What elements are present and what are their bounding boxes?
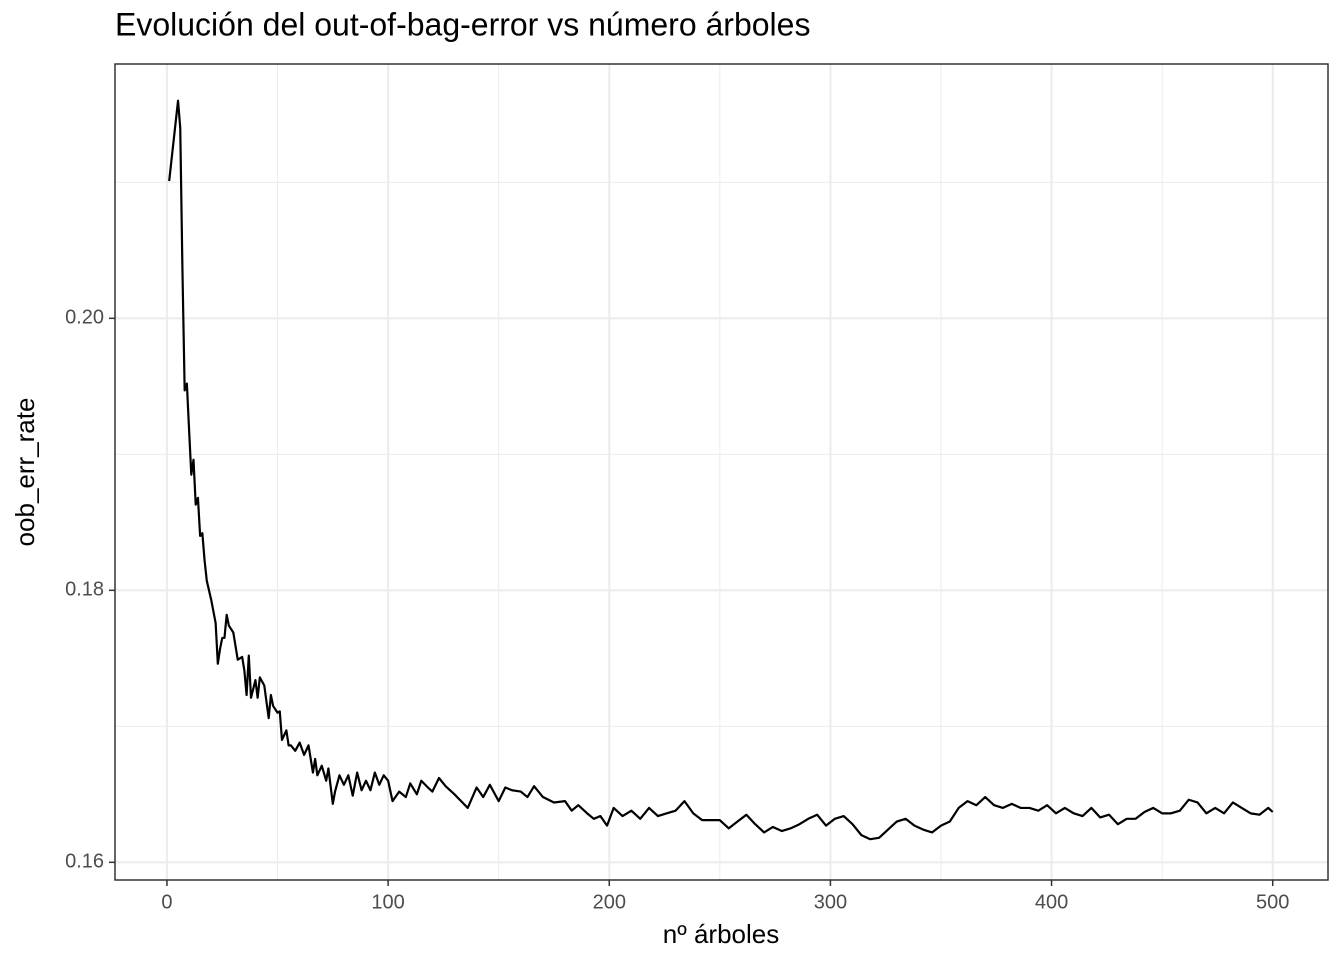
x-tick-label: 200: [593, 891, 626, 913]
x-tick-label: 400: [1035, 891, 1068, 913]
x-axis-title: nº árboles: [663, 919, 779, 949]
y-axis-title: oob_err_rate: [10, 398, 40, 547]
x-tick-label: 0: [161, 891, 172, 913]
x-tick-label: 300: [814, 891, 847, 913]
panel-border: [114, 63, 1329, 881]
y-tick-label: 0.20: [65, 307, 104, 329]
x-tick-label: 500: [1256, 891, 1289, 913]
y-tick-label: 0.16: [65, 851, 104, 873]
x-tick-label: 100: [371, 891, 404, 913]
y-tick-label: 0.18: [65, 579, 104, 601]
chart-title: Evolución del out-of-bag-error vs número…: [115, 6, 810, 42]
data-line: [168, 99, 1274, 841]
